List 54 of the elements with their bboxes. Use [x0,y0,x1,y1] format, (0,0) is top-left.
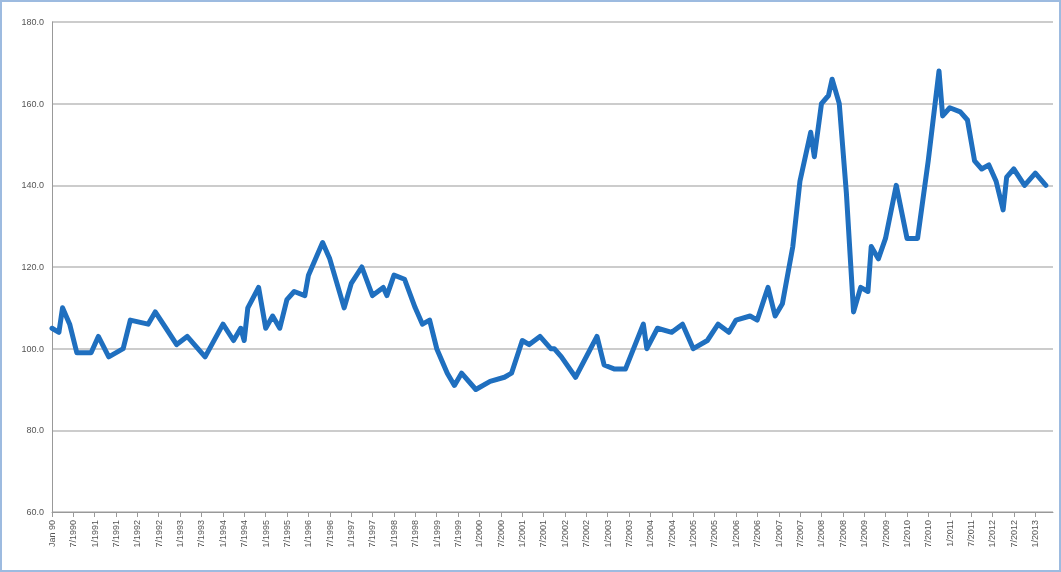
x-tick-label: 7/2008 [837,520,848,548]
x-tick-label: 7/1991 [110,520,121,548]
x-tick-label: 1/2003 [602,520,613,548]
x-tick-label: 1/2000 [474,520,485,548]
x-tick-label: 7/2001 [538,520,549,548]
x-tick-label: 7/1999 [452,520,463,548]
x-tick-label: 1/2006 [731,520,742,548]
x-tick-label: 1/2010 [902,520,913,548]
x-tick-label: 7/2000 [495,520,506,548]
x-tick-label: 7/2010 [923,520,934,548]
x-tick-label: 7/1994 [239,520,250,548]
x-tick-label: 7/2006 [752,520,763,548]
x-tick-label: 1/2009 [859,520,870,548]
x-tick-label: 7/1992 [153,520,164,548]
y-tick-label: 100.0 [21,343,44,354]
x-tick-label: 1/1997 [346,520,357,548]
x-tick-label: 7/1996 [324,520,335,548]
x-tick-label: 1/2013 [1030,520,1041,548]
y-tick-label: 140.0 [21,180,44,191]
x-tick-label: 1/1999 [431,520,442,548]
x-tick-label: 1/1993 [175,520,186,548]
x-tick-label: 1/1998 [389,520,400,548]
x-tick-label: 1/1995 [260,520,271,548]
y-tick-label: 160.0 [21,98,44,109]
x-tick-label: 1/2005 [688,520,699,548]
y-tick-label: 120.0 [21,262,44,272]
x-tick-label: 1/2011 [944,520,955,547]
x-tick-label: 7/2012 [1008,520,1019,548]
x-tick-label: 1/2002 [560,520,571,548]
x-tick-label: 1/2007 [773,520,784,548]
x-tick-label: 1/1994 [218,520,229,548]
x-tick-label: 7/1997 [367,520,378,548]
x-tick-label: 7/2007 [794,520,805,548]
x-tick-label: 7/2004 [666,520,677,548]
x-tick-label: 7/1993 [196,520,207,548]
x-tick-label: 1/2001 [517,520,528,548]
y-tick-label: 60.0 [26,507,44,517]
x-tick-label: 7/2003 [623,520,634,548]
x-tick-label: Jan 90 [47,520,57,548]
x-tick-label: 7/2011 [965,520,976,547]
x-tick-label: 7/2009 [880,520,891,548]
x-tick-label: 7/1995 [281,520,292,548]
x-tick-label: 7/1998 [410,520,421,548]
x-tick-label: 1/2012 [987,520,998,548]
x-tick-label: 1/2004 [645,520,656,548]
x-tick-label: 1/1996 [303,520,314,548]
x-tick-label: 1/2008 [816,520,827,548]
x-tick-label: 7/2002 [581,520,592,548]
x-tick-label: 1/1992 [132,520,143,548]
x-tick-label: 7/1990 [68,520,79,548]
x-tick-label: 7/2005 [709,520,720,548]
y-tick-label: 80.0 [26,425,44,436]
x-tick-label: 1/1991 [89,520,100,548]
y-tick-label: 180.0 [21,17,44,27]
